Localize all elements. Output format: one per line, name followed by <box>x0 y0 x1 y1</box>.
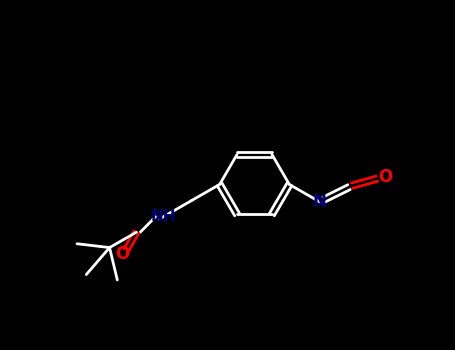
Text: NH: NH <box>151 209 176 224</box>
Text: N: N <box>313 193 327 211</box>
Text: O: O <box>378 168 393 186</box>
Text: O: O <box>115 245 130 263</box>
